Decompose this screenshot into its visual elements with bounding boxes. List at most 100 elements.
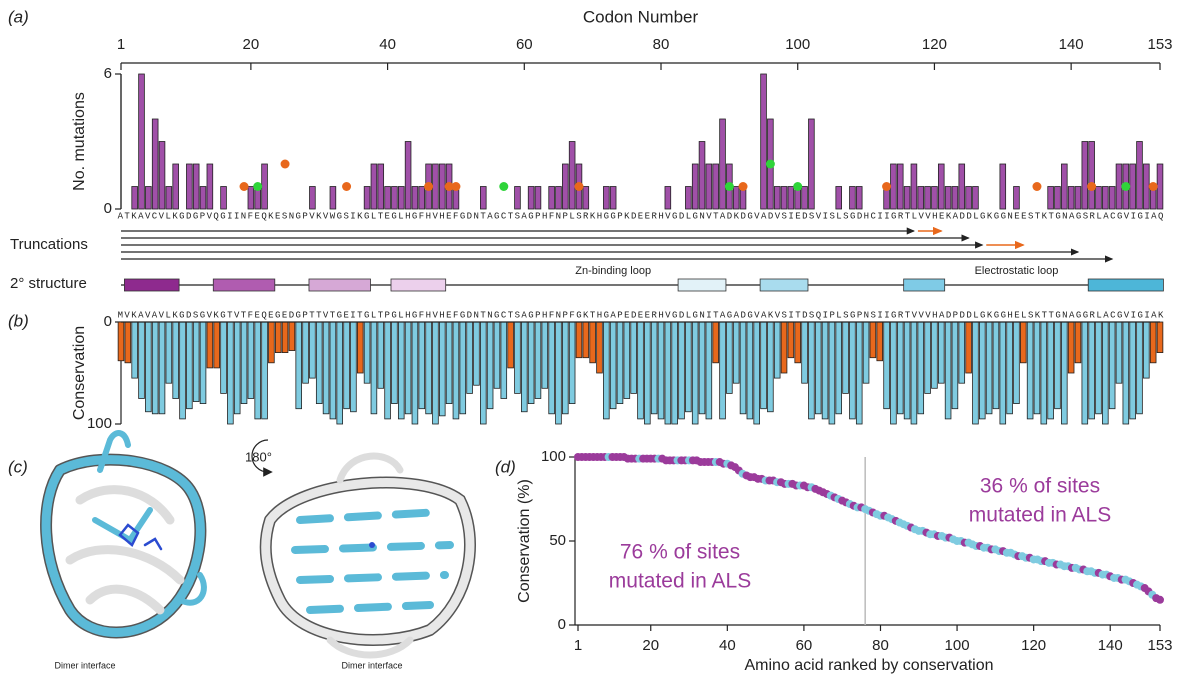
bar	[139, 74, 145, 209]
x-tick-label: 20	[243, 36, 260, 53]
bar	[624, 322, 630, 399]
marker-dot	[739, 182, 748, 191]
structure-element	[1088, 279, 1163, 291]
bar	[433, 164, 439, 209]
bar	[200, 322, 206, 404]
panel-label: (a)	[8, 7, 29, 26]
structure-element	[309, 279, 371, 291]
x-tick-label: 100	[785, 36, 810, 53]
bar	[269, 322, 275, 363]
panel-label: (b)	[8, 311, 29, 330]
marker-dot	[1087, 182, 1096, 191]
bar	[843, 322, 849, 393]
bar	[699, 142, 705, 210]
bar	[439, 164, 445, 209]
bar	[1150, 322, 1156, 363]
bar	[938, 322, 944, 383]
bar	[542, 322, 548, 388]
marker-dot	[574, 182, 583, 191]
bar	[610, 322, 616, 409]
x-tick-label: 100	[945, 637, 970, 654]
bar	[125, 322, 131, 363]
bar	[761, 322, 767, 409]
annotation: 76 % of sites	[620, 541, 740, 564]
y-tick-label: 50	[549, 532, 566, 549]
bar	[1157, 164, 1163, 209]
x-axis-label: Codon Number	[583, 7, 699, 26]
bar	[856, 322, 862, 424]
bar	[474, 322, 480, 385]
bar	[132, 187, 138, 210]
annotation: mutated in ALS	[969, 504, 1111, 527]
bar	[480, 187, 486, 210]
bar	[685, 322, 691, 412]
bar	[802, 322, 808, 383]
bar	[392, 322, 398, 404]
bar	[850, 187, 856, 210]
bar	[1014, 322, 1020, 404]
bar	[952, 322, 958, 409]
bar	[1143, 322, 1149, 378]
bar	[433, 322, 439, 424]
bar	[870, 322, 876, 358]
bar	[774, 187, 780, 210]
bar	[323, 322, 329, 414]
bar	[932, 187, 938, 210]
bar	[1102, 322, 1108, 424]
bar	[583, 187, 589, 210]
bar	[911, 322, 917, 424]
bar	[392, 187, 398, 210]
bar	[562, 164, 568, 209]
bar	[364, 322, 370, 383]
bar	[993, 322, 999, 409]
bar	[877, 322, 883, 361]
bar	[515, 322, 521, 393]
bar	[576, 322, 582, 358]
bar	[1130, 164, 1136, 209]
bar	[1089, 142, 1095, 210]
bar	[1061, 322, 1067, 424]
bar	[344, 322, 350, 409]
bar	[405, 142, 411, 210]
bar	[556, 187, 562, 210]
bar	[1075, 187, 1081, 210]
bar	[597, 322, 603, 373]
bar	[986, 322, 992, 414]
bar	[528, 322, 534, 404]
bar	[644, 322, 650, 424]
point	[1156, 596, 1164, 604]
bar	[665, 322, 671, 424]
bar	[521, 322, 527, 412]
marker-dot	[253, 182, 262, 191]
bar	[945, 322, 951, 419]
bar	[173, 164, 179, 209]
bar	[788, 322, 794, 358]
bar	[166, 187, 172, 210]
figure: (a)06No. mutationsCodon Number1204060801…	[0, 0, 1181, 678]
bar	[733, 187, 739, 210]
bar	[1130, 322, 1136, 419]
structure-element	[124, 279, 179, 291]
bar	[221, 187, 227, 210]
bar	[1068, 322, 1074, 373]
bar	[234, 322, 240, 414]
bar	[979, 322, 985, 419]
bar	[282, 322, 288, 353]
rotation-label: 180°	[245, 449, 272, 464]
bar	[973, 322, 979, 424]
bar	[186, 164, 192, 209]
bar	[364, 187, 370, 210]
marker-dot	[725, 182, 734, 191]
bar	[945, 187, 951, 210]
bar	[1116, 164, 1122, 209]
bar	[494, 322, 500, 388]
bar	[1123, 322, 1129, 424]
bar	[132, 322, 138, 378]
bar	[501, 322, 507, 399]
structure-element	[678, 279, 726, 291]
bar	[836, 322, 842, 414]
x-tick-label: 60	[516, 36, 533, 53]
bar	[603, 187, 609, 210]
marker-dot	[1032, 182, 1041, 191]
marker-dot	[882, 182, 891, 191]
